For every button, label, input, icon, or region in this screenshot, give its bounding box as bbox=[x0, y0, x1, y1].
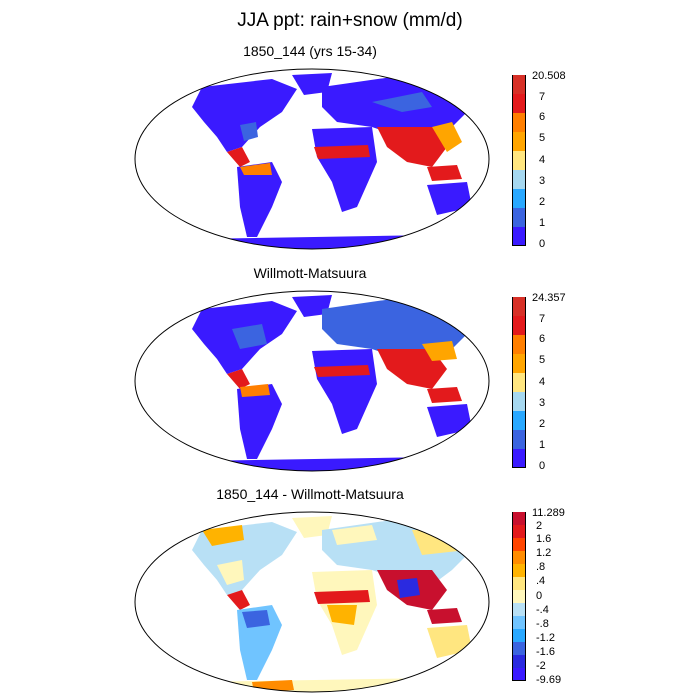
precip-map-model bbox=[134, 68, 490, 250]
panel-title: 1850_144 (yrs 15-34) bbox=[243, 43, 377, 59]
colorbar-label: 20.508 bbox=[532, 70, 566, 82]
colorbar-label: 2 bbox=[539, 418, 546, 430]
colorbar-label: 5 bbox=[539, 354, 546, 366]
colorbar-label: 2 bbox=[539, 196, 546, 208]
colorbar-label: .8 bbox=[536, 561, 546, 573]
colorbar-observed: 24.357 7 6 5 4 3 2 1 0 bbox=[512, 292, 572, 472]
colorbar-label: 6 bbox=[539, 333, 546, 345]
colorbar-label: 1.2 bbox=[536, 547, 552, 559]
colorbar-label: 0 bbox=[539, 460, 546, 472]
colorbar-label: -1.2 bbox=[536, 632, 555, 644]
colorbar-label: 1 bbox=[539, 217, 546, 229]
colorbar-label: 0 bbox=[539, 238, 546, 250]
precip-map-difference bbox=[134, 511, 490, 693]
colorbar-label: 2 bbox=[536, 520, 543, 532]
colorbar-label: -.8 bbox=[536, 618, 549, 630]
colorbar-model: 20.508 7 6 5 4 3 2 1 0 bbox=[512, 70, 572, 250]
colorbar-label: 4 bbox=[539, 154, 546, 166]
precip-map-observed bbox=[134, 290, 490, 472]
colorbar-label: 6 bbox=[539, 111, 546, 123]
panel-title: 1850_144 - Willmott-Matsuura bbox=[216, 486, 404, 502]
colorbar-label: 3 bbox=[539, 397, 546, 409]
colorbar-label: .4 bbox=[536, 575, 546, 587]
colorbar-label: -1.6 bbox=[536, 646, 555, 658]
colorbar-label: 7 bbox=[539, 91, 546, 103]
colorbar-label: 11.289 bbox=[532, 507, 565, 519]
colorbar-label: -.4 bbox=[536, 604, 549, 616]
panel-title: Willmott-Matsuura bbox=[253, 265, 367, 281]
colorbar-label: 1.6 bbox=[536, 533, 552, 545]
figure-title: JJA ppt: rain+snow (mm/d) bbox=[237, 10, 463, 31]
colorbar-difference: 11.289 2 1.6 1.2 .8 .4 0 -.4 -.8 -1.2 -1… bbox=[512, 507, 572, 686]
colorbar-label: -9.69 bbox=[536, 674, 562, 686]
colorbar-label: 7 bbox=[539, 313, 546, 325]
colorbar-label: 1 bbox=[539, 439, 546, 451]
colorbar-label: 3 bbox=[539, 175, 546, 187]
colorbar-label: 4 bbox=[539, 376, 546, 388]
colorbar-label: 5 bbox=[539, 132, 546, 144]
colorbar-label: -2 bbox=[536, 660, 546, 672]
colorbar-label: 0 bbox=[536, 590, 543, 602]
colorbar-label: 24.357 bbox=[532, 292, 566, 304]
